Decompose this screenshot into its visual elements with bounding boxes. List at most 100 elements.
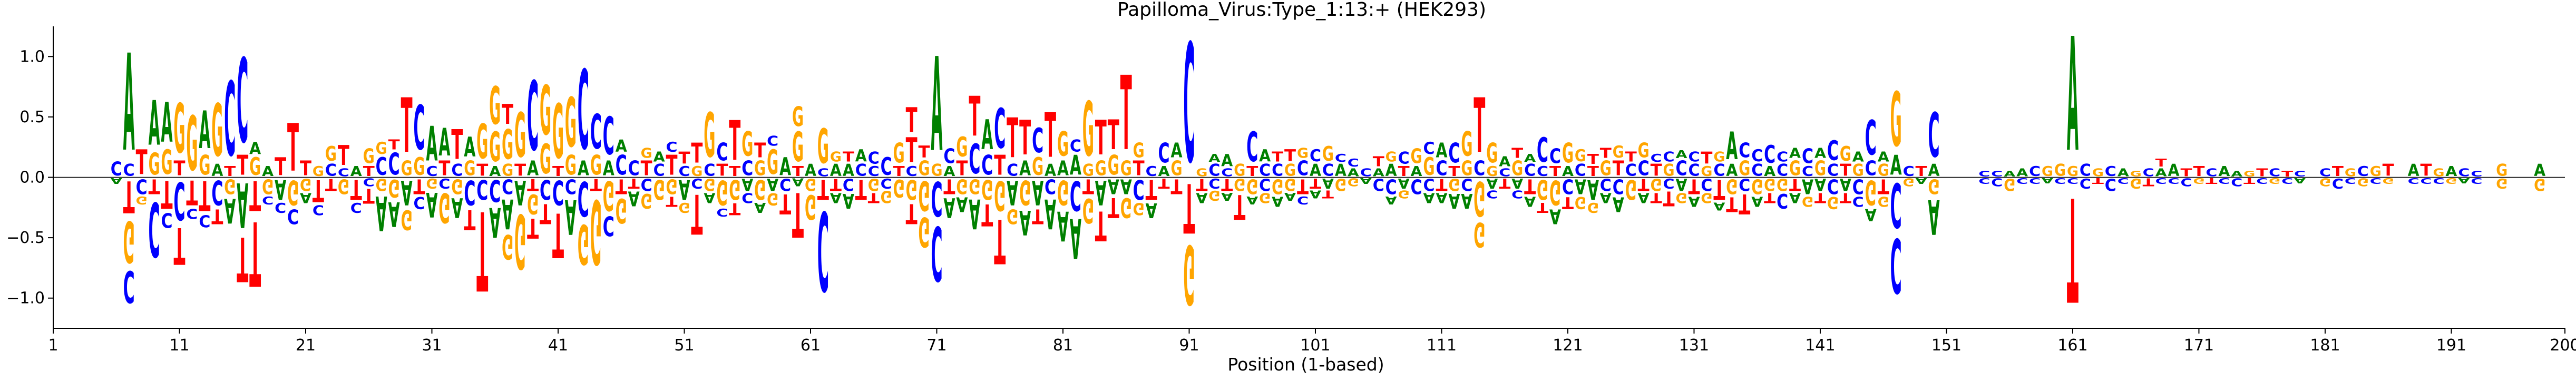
logo-letter-T: T	[2180, 167, 2192, 179]
logo-letter-T: T	[691, 181, 702, 245]
logo-letter-G: G	[830, 150, 842, 165]
logo-letter-G: G	[641, 146, 652, 161]
logo-letter-A: A	[1928, 161, 1939, 180]
logo-letter-A: A	[438, 120, 450, 164]
logo-letter-A: A	[1511, 175, 1523, 190]
logo-letter-A: A	[2016, 166, 2028, 179]
logo-letter-C: C	[1651, 152, 1662, 165]
logo-letter-C: C	[136, 174, 148, 198]
logo-letter-G: G	[565, 84, 577, 163]
logo-letter-T: T	[2421, 161, 2432, 180]
logo-letter-T: T	[1562, 193, 1574, 211]
logo-letter-T: T	[136, 143, 148, 183]
logo-letter-T: T	[855, 173, 867, 204]
logo-letter-C: C	[1486, 188, 1498, 200]
logo-letter-T: T	[527, 212, 539, 243]
logo-letter-A: A	[565, 189, 577, 244]
logo-letter-A: A	[943, 164, 955, 179]
logo-letter-A: A	[2042, 176, 2053, 184]
logo-letter-T: T	[476, 161, 488, 180]
logo-letter-T: T	[956, 157, 968, 180]
logo-letter-C: C	[1701, 174, 1712, 193]
logo-letter-G: G	[704, 175, 715, 194]
logo-letter-A: A	[805, 161, 816, 180]
logo-letter-G: G	[1461, 157, 1472, 180]
logo-letter-A: A	[1524, 193, 1536, 209]
logo-letter-T: T	[275, 153, 287, 181]
logo-letter-C: C	[1511, 188, 1523, 200]
logo-letter-G: G	[1385, 150, 1397, 165]
logo-letter-C: C	[388, 146, 400, 181]
logo-letter-C: C	[1777, 161, 1788, 180]
logo-letter-T: T	[1549, 163, 1561, 179]
logo-letter-C: C	[1802, 145, 1813, 169]
logo-letter-C: C	[2054, 176, 2066, 185]
logo-letter-T: T	[161, 172, 173, 216]
logo-letter-G: G	[1486, 138, 1498, 169]
logo-letter-A: A	[502, 190, 513, 237]
logo-letter-A: A	[578, 157, 590, 181]
logo-letter-G: G	[1651, 175, 1662, 194]
logo-letter-G: G	[1461, 124, 1472, 164]
logo-letter-T: T	[1436, 175, 1447, 193]
logo-letter-C: C	[2256, 176, 2268, 185]
logo-letter-G: G	[149, 148, 160, 182]
logo-letter-C: C	[426, 163, 437, 179]
logo-letter-A: A	[2067, 5, 2079, 187]
logo-letter-C: C	[1549, 145, 1561, 169]
logo-letter-G: G	[1600, 157, 1612, 180]
logo-letter-C: C	[1398, 149, 1410, 168]
logo-letter-C: C	[1423, 174, 1435, 193]
logo-letter-G: G	[1486, 164, 1498, 179]
logo-letter-C: C	[161, 208, 173, 231]
logo-letter-C: C	[1751, 147, 1763, 166]
logo-letter-C: C	[779, 174, 791, 193]
logo-letter-C: C	[1978, 176, 1990, 185]
logo-letter-G: G	[1108, 150, 1119, 181]
logo-letter-C: C	[1322, 161, 1334, 180]
x-axis-label: Position (1-based)	[1227, 354, 1384, 375]
logo-letter-T: T	[1234, 187, 1245, 226]
logo-letter-A: A	[830, 161, 842, 180]
logo-letter-C: C	[2433, 176, 2444, 185]
logo-letter-A: A	[1171, 139, 1183, 163]
logo-letter-G: G	[1082, 191, 1094, 231]
logo-letter-C: C	[2231, 175, 2242, 188]
logo-letter-T: T	[830, 175, 842, 193]
logo-letter-T: T	[1007, 108, 1018, 171]
logo-letter-T: T	[1310, 175, 1321, 191]
logo-letter-G: G	[1739, 157, 1750, 180]
logo-letter-T: T	[729, 110, 740, 173]
logo-letter-T: T	[249, 172, 261, 219]
logo-letter-G: G	[489, 76, 501, 136]
logo-letter-T: T	[641, 157, 653, 180]
logo-letter-C: C	[1183, 10, 1195, 200]
logo-letter-A: A	[1284, 190, 1296, 203]
logo-letter-C: C	[338, 167, 349, 179]
logo-letter-G: G	[1852, 161, 1864, 180]
logo-letter-A: A	[1146, 198, 1158, 222]
logo-letter-C: C	[2168, 176, 2180, 185]
logo-letter-G: G	[1423, 152, 1435, 181]
logo-letter-A: A	[931, 31, 942, 181]
logo-letter-G: G	[2370, 164, 2382, 179]
logo-letter-T: T	[173, 216, 185, 275]
logo-letter-C: C	[767, 133, 778, 149]
logo-letter-T: T	[514, 161, 526, 180]
logo-letter-T: T	[1726, 192, 1738, 216]
logo-letter-T: T	[1133, 157, 1145, 180]
logo-letter-C: C	[173, 170, 185, 230]
logo-letter-G: G	[2345, 166, 2356, 179]
logo-letter-G: G	[1297, 146, 1309, 161]
logo-letter-T: T	[1108, 191, 1120, 223]
logo-letter-C: C	[1827, 174, 1839, 198]
logo-letter-G: G	[1474, 214, 1485, 255]
logo-letter-T: T	[1284, 147, 1296, 165]
logo-letter-C: C	[1751, 161, 1763, 180]
logo-letter-A: A	[1045, 161, 1056, 180]
logo-letter-C: C	[969, 136, 980, 183]
logo-letter-A: A	[489, 198, 501, 246]
logo-letter-T: T	[2067, 165, 2079, 331]
logo-letter-C: C	[1777, 189, 1788, 212]
logo-letter-G: G	[906, 173, 918, 205]
